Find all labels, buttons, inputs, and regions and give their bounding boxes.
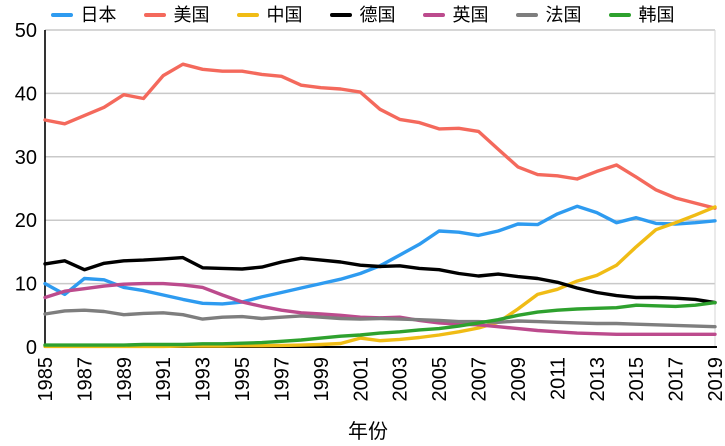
axes — [44, 30, 717, 348]
y-tick-label-40: 40 — [15, 83, 37, 105]
legend-swatch — [608, 13, 631, 17]
series-line-法国 — [43, 308, 717, 329]
legend-label: 美国 — [173, 5, 210, 25]
legend-swatch — [236, 13, 259, 17]
legend-label: 中国 — [266, 5, 303, 25]
x-tick-label-1987: 1987 — [74, 357, 96, 402]
x-tick-label-2005: 2005 — [429, 357, 451, 402]
x-tick-label-2015: 2015 — [626, 357, 648, 402]
y-tick-label-0: 0 — [26, 337, 37, 359]
series-line-美国 — [43, 62, 717, 210]
legend-swatch — [515, 13, 538, 17]
legend-item-中国[interactable]: 中国 — [236, 5, 303, 25]
legend-item-美国[interactable]: 美国 — [143, 5, 210, 25]
legend-item-韩国[interactable]: 韩国 — [608, 5, 675, 25]
x-tick-label-1991: 1991 — [153, 357, 175, 402]
legend-item-英国[interactable]: 英国 — [422, 5, 489, 25]
y-tick-label-30: 30 — [15, 147, 37, 169]
x-tick-label-2019: 2019 — [705, 357, 725, 402]
x-tick-label-2003: 2003 — [390, 357, 412, 402]
x-tick-label-2001: 2001 — [350, 357, 372, 402]
legend-item-日本[interactable]: 日本 — [50, 5, 117, 25]
legend-label: 德国 — [359, 5, 396, 25]
x-tick-label-1997: 1997 — [271, 357, 293, 402]
legend-swatch — [329, 13, 352, 17]
gridlines — [45, 29, 716, 347]
x-tick-label-1993: 1993 — [193, 357, 215, 402]
legend-label: 日本 — [80, 5, 117, 25]
x-tick-label-2007: 2007 — [469, 357, 491, 402]
legend-swatch — [422, 13, 445, 17]
x-tick-label-1985: 1985 — [35, 357, 57, 402]
y-tick-label-50: 50 — [15, 20, 37, 42]
legend-label: 韩国 — [638, 5, 675, 25]
x-tick-label-2011: 2011 — [547, 357, 569, 400]
legend-item-德国[interactable]: 德国 — [329, 5, 396, 25]
y-tick-label-10: 10 — [15, 274, 37, 296]
x-tick-label-1999: 1999 — [311, 357, 333, 402]
legend-label: 英国 — [452, 5, 489, 25]
legend-item-法国[interactable]: 法国 — [515, 5, 582, 25]
x-tick-label-1989: 1989 — [114, 357, 136, 402]
x-axis-title: 年份 — [348, 420, 388, 443]
legend-swatch — [50, 13, 73, 17]
x-tick-label-1995: 1995 — [232, 357, 254, 402]
legend-swatch — [143, 13, 166, 17]
series-line-德国 — [43, 255, 717, 305]
legend-label: 法国 — [545, 5, 582, 25]
series-line-韩国 — [43, 300, 717, 347]
y-tick-label-20: 20 — [15, 210, 37, 232]
series-lines — [43, 62, 717, 349]
chart-legend: 日本 美国 中国 德国 英国 法国 韩国 — [0, 2, 725, 28]
x-tick-label-2009: 2009 — [508, 357, 530, 402]
tick-labels: 0 10 20 30 40 50 1985 1987 1989 1991 1993 1995 1997 1… — [15, 20, 725, 402]
x-tick-label-2017: 2017 — [666, 357, 688, 402]
series-line-中国 — [43, 205, 717, 349]
x-tick-label-2013: 2013 — [587, 357, 609, 402]
